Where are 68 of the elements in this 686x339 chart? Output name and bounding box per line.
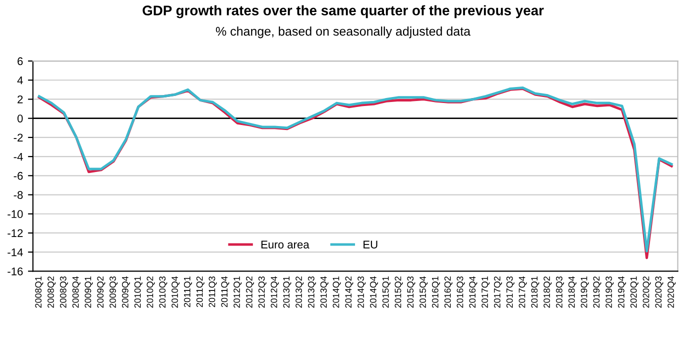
x-tick-label: 2011Q1 (184, 276, 192, 308)
x-tick-label: 2011Q3 (208, 276, 217, 308)
x-tick-label: 2019Q1 (580, 276, 589, 308)
x-tick-label: 2016Q3 (456, 276, 465, 308)
y-tick-label: 6 (18, 57, 23, 66)
x-tick-label: 2010Q2 (146, 276, 155, 308)
x-tick-label: 2016Q4 (469, 276, 478, 308)
y-tick-label: -14 (8, 248, 23, 256)
x-tick-label: 2019Q4 (618, 276, 626, 308)
x-tick-label: 2014Q2 (345, 276, 354, 308)
legend-label: EU (364, 240, 378, 248)
x-tick-label: 2014Q1 (332, 276, 341, 308)
x-tick-label: 2008Q1 (35, 276, 44, 308)
x-tick-label: 2020Q2 (642, 276, 651, 308)
x-tick-label: 2011Q2 (196, 276, 204, 308)
x-tick-label: 2012Q4 (270, 276, 279, 308)
x-tick-label: 2010Q3 (159, 276, 168, 308)
x-tick-label: 2012Q3 (258, 276, 266, 308)
x-tick-label: 2017Q4 (518, 276, 527, 308)
x-tick-label: 2015Q4 (420, 276, 428, 308)
x-tick-label: 2018Q2 (544, 276, 552, 308)
x-tick-label: 2016Q2 (444, 276, 452, 308)
x-tick-label: 2015Q2 (394, 276, 403, 308)
x-tick-label: 2009Q4 (122, 276, 130, 308)
x-tick-label: 2020Q3 (655, 276, 664, 308)
legend-label: Euro area (261, 240, 310, 248)
x-tick-label: 2011Q4 (221, 276, 230, 308)
x-tick-label: 2009Q2 (97, 276, 106, 308)
x-tick-label: 2020Q1 (630, 276, 638, 308)
x-tick-label: 2019Q2 (593, 276, 602, 308)
y-tick-label: -16 (8, 267, 23, 276)
x-tick-label: 2010Q1 (134, 276, 142, 308)
x-tick-label: 2013Q2 (296, 276, 304, 308)
x-tick-label: 2012Q2 (246, 276, 254, 308)
x-tick-label: 2013Q4 (320, 276, 328, 308)
y-tick-label: 0 (17, 114, 23, 122)
y-tick-label: 4 (17, 76, 23, 84)
x-tick-label: 2014Q4 (370, 276, 378, 308)
x-tick-label: 2008Q4 (72, 276, 80, 308)
x-tick-label: 2008Q3 (60, 276, 68, 308)
x-tick-label: 2017Q2 (494, 276, 502, 308)
x-tick-label: 2014Q3 (358, 276, 366, 308)
x-tick-label: 2008Q2 (48, 276, 56, 308)
y-tick-label: -8 (14, 191, 23, 199)
x-tick-label: 2009Q3 (110, 276, 118, 308)
chart-title: GDP growth rates over the same quarter of the previous year (142, 5, 544, 18)
x-tick-label: 2017Q3 (506, 276, 514, 308)
chart-subtitle: % change, based on seasonally adjusted data (216, 26, 471, 38)
x-tick-label: 2018Q1 (531, 276, 540, 308)
x-tick-label: 2015Q3 (407, 276, 416, 308)
y-tick-label: -2 (14, 134, 23, 142)
y-tick-label: -10 (8, 210, 23, 218)
x-tick-label: 2010Q4 (172, 276, 180, 308)
x-tick-label: 2017Q1 (482, 276, 490, 308)
x-tick-label: 2019Q3 (606, 276, 614, 308)
y-tick-label: 2 (18, 96, 23, 104)
x-tick-label: 2009Q1 (84, 276, 93, 308)
x-tick-label: 2020Q4 (668, 276, 676, 308)
y-tick-label: -12 (8, 229, 23, 238)
x-tick-label: 2015Q1 (382, 276, 390, 308)
x-tick-label: 2012Q1 (234, 276, 242, 308)
x-tick-label: 2018Q3 (556, 276, 564, 308)
x-tick-label: 2013Q3 (308, 276, 316, 308)
y-tick-label: -6 (14, 172, 23, 180)
x-tick-label: 2013Q1 (283, 276, 292, 308)
x-tick-label: 2018Q4 (568, 276, 576, 308)
x-tick-label: 2016Q1 (432, 276, 440, 308)
y-tick-label: -4 (14, 152, 23, 161)
